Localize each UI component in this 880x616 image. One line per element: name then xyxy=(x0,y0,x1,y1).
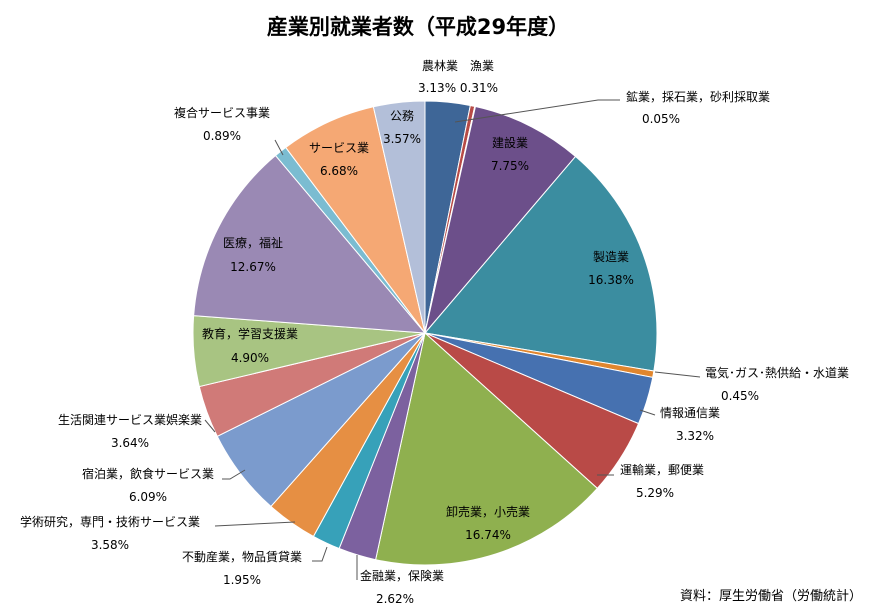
slice-value-1: 3.13% 0.31% xyxy=(418,81,498,95)
leader-line-2 xyxy=(454,99,620,123)
slice-value-18: 3.57% xyxy=(383,132,421,146)
leader-line-11 xyxy=(214,521,296,527)
leader-line-5 xyxy=(654,371,701,378)
slice-value-11: 3.58% xyxy=(91,538,129,552)
leader-line-13 xyxy=(204,419,216,433)
slice-label-11: 学術研究，専門・技術サービス業 xyxy=(20,514,200,529)
pie-slices xyxy=(192,100,658,566)
pie-slice-4 xyxy=(424,155,658,372)
slice-label-9: 金融業，保険業 xyxy=(360,568,444,583)
slice-label-4: 製造業 xyxy=(593,250,629,264)
leader-lines xyxy=(204,99,701,580)
slice-label-14: 教育，学習支援業 xyxy=(202,326,298,341)
slice-value-17: 6.68% xyxy=(320,164,358,178)
chart-title: 産業別就業者数（平成29年度） xyxy=(267,15,569,39)
slice-value-9: 2.62% xyxy=(376,592,414,606)
slice-label-7: 運輸業，郵便業 xyxy=(620,462,704,477)
leader-line-6 xyxy=(639,409,656,416)
slice-value-4: 16.38% xyxy=(588,273,634,287)
slice-value-8: 16.74% xyxy=(465,528,511,542)
leader-line-16 xyxy=(274,139,284,156)
slice-label-1: 農林業 漁業 xyxy=(422,59,494,73)
pie-slice-18 xyxy=(372,100,426,334)
slice-label-8: 卸売業，小売業 xyxy=(446,504,530,519)
slice-label-5: 電気･ガス･熱供給・水道業 xyxy=(705,365,849,380)
slice-value-3: 7.75% xyxy=(491,159,529,173)
slice-value-16: 0.89% xyxy=(203,129,241,143)
slice-label-10: 不動産業，物品賃貸業 xyxy=(182,549,302,564)
slice-label-2: 鉱業，採石業，砂利採取業 xyxy=(626,89,770,104)
slice-label-12: 宿泊業，飲食サービス業 xyxy=(82,466,214,481)
slice-labels: 農林業 漁業 3.13% 0.31% 鉱業，採石業，砂利採取業 0.05% 建設業 7.7… xyxy=(20,59,849,606)
leader-line-10 xyxy=(312,546,328,562)
slice-label-13: 生活関連サービス業娯楽業 xyxy=(58,413,202,427)
slice-label-15: 医療，福祉 xyxy=(223,235,283,250)
leader-line-12 xyxy=(222,469,246,480)
slice-value-7: 5.29% xyxy=(636,486,674,500)
pie-slice-8 xyxy=(375,332,599,566)
slice-value-5: 0.45% xyxy=(721,389,759,403)
slice-value-14: 4.90% xyxy=(231,351,269,365)
slice-label-17: サービス業 xyxy=(309,141,369,155)
slice-label-18: 公務 xyxy=(390,109,414,123)
slice-value-12: 6.09% xyxy=(129,490,167,504)
slice-label-16: 複合サービス事業 xyxy=(174,105,270,120)
slice-label-6: 情報通信業 xyxy=(660,406,720,420)
pie-slice-15 xyxy=(193,154,427,334)
slice-value-13: 3.64% xyxy=(111,436,149,450)
slice-value-6: 3.32% xyxy=(676,429,714,443)
source-note: 資料：厚生労働省（労働統計） xyxy=(680,588,862,604)
slice-value-10: 1.95% xyxy=(223,573,261,587)
pie-slice-3 xyxy=(424,105,577,334)
slice-value-15: 12.67% xyxy=(230,260,276,274)
slice-label-3: 建設業 xyxy=(492,135,528,150)
slice-value-2: 0.05% xyxy=(642,112,680,126)
